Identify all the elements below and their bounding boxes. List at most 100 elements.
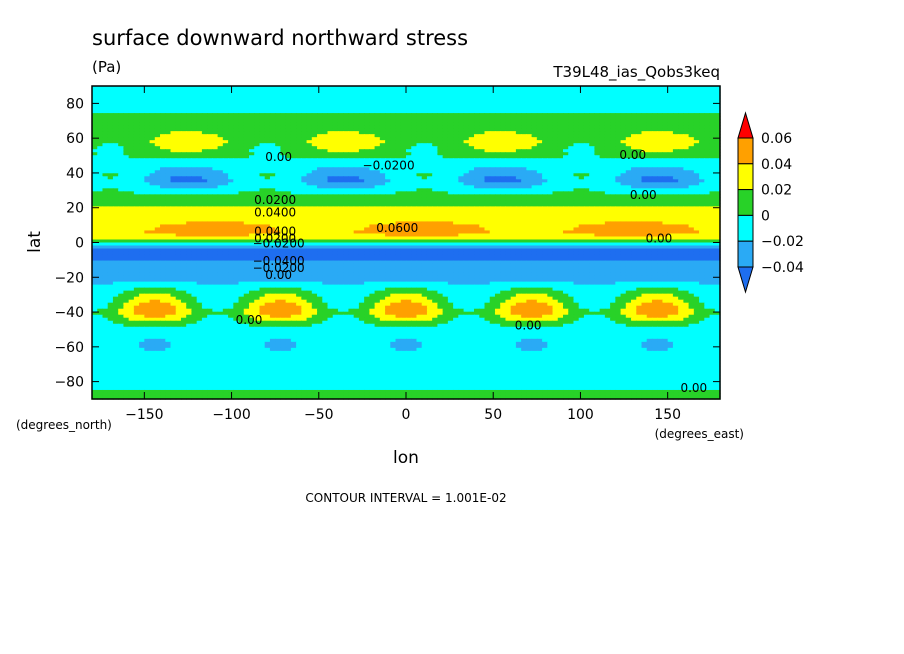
field-cell xyxy=(568,158,575,162)
field-cell xyxy=(573,191,580,195)
field-cell xyxy=(625,170,632,174)
field-cell xyxy=(620,200,627,204)
field-cell xyxy=(416,173,423,177)
field-cell xyxy=(154,152,161,156)
field-cell xyxy=(374,203,381,207)
field-cell xyxy=(207,134,213,138)
field-cell xyxy=(133,89,140,93)
field-cell xyxy=(238,173,245,177)
field-cell xyxy=(379,125,386,129)
field-cell xyxy=(526,194,533,198)
field-cell xyxy=(641,206,648,210)
field-cell xyxy=(693,113,700,117)
field-cell xyxy=(374,155,381,159)
field-cell xyxy=(207,110,213,114)
field-cell xyxy=(369,158,376,162)
field-cell xyxy=(118,119,124,123)
field-cell xyxy=(201,164,208,168)
field-cell xyxy=(385,107,391,111)
field-cell xyxy=(479,110,486,114)
field-cell xyxy=(589,101,595,105)
field-cell xyxy=(714,155,721,159)
field-cell xyxy=(699,155,705,159)
field-cell xyxy=(578,194,585,198)
field-cell xyxy=(144,86,151,90)
field-cell xyxy=(589,167,595,171)
field-cell xyxy=(107,200,114,204)
field-cell xyxy=(411,113,418,117)
field-cell xyxy=(468,197,475,201)
field-cell xyxy=(128,134,135,138)
field-cell xyxy=(625,197,632,201)
field-cell xyxy=(421,173,428,177)
field-cell xyxy=(505,116,512,120)
field-cell xyxy=(212,104,219,108)
field-cell xyxy=(505,194,512,198)
field-cell xyxy=(447,161,454,165)
field-cell xyxy=(107,182,114,186)
field-cell xyxy=(165,206,172,210)
field-cell xyxy=(306,188,313,192)
field-cell xyxy=(662,152,669,156)
field-cell xyxy=(139,155,145,159)
field-cell xyxy=(437,125,444,129)
field-cell xyxy=(657,89,664,93)
field-cell xyxy=(662,89,669,93)
field-cell xyxy=(547,107,554,111)
field-cell xyxy=(92,140,98,144)
field-cell xyxy=(165,176,172,180)
field-cell xyxy=(442,191,449,195)
field-cell xyxy=(531,191,538,195)
field-cell xyxy=(557,173,564,177)
field-cell xyxy=(714,116,721,120)
field-cell xyxy=(332,101,339,105)
field-cell xyxy=(688,110,695,114)
field-cell xyxy=(254,125,261,129)
field-cell xyxy=(610,176,616,180)
field-cell xyxy=(238,122,245,126)
field-cell xyxy=(364,200,370,204)
field-cell xyxy=(233,140,240,144)
field-cell xyxy=(259,140,266,144)
field-cell xyxy=(699,194,705,198)
field-cell xyxy=(112,92,119,96)
field-cell xyxy=(118,146,124,150)
field-cell xyxy=(442,140,449,144)
field-cell xyxy=(625,161,632,165)
field-cell xyxy=(149,158,156,162)
field-cell xyxy=(337,101,344,105)
field-cell xyxy=(358,173,365,177)
field-cell xyxy=(217,95,224,99)
field-cell xyxy=(400,191,407,195)
field-cell xyxy=(578,101,585,105)
field-cell xyxy=(484,161,491,165)
field-cell xyxy=(196,191,203,195)
field-cell xyxy=(500,164,507,168)
field-cell xyxy=(620,86,627,90)
field-cell xyxy=(636,164,643,168)
field-cell xyxy=(139,209,145,213)
field-cell xyxy=(107,125,114,129)
field-cell xyxy=(604,131,611,135)
field-cell xyxy=(337,182,344,186)
field-cell xyxy=(437,176,444,180)
field-cell xyxy=(180,146,187,150)
field-cell xyxy=(693,110,700,114)
field-cell xyxy=(416,98,423,102)
field-cell xyxy=(489,155,496,159)
field-cell xyxy=(494,200,501,204)
field-cell xyxy=(196,164,203,168)
field-cell xyxy=(343,137,350,141)
field-cell xyxy=(186,104,193,108)
field-cell xyxy=(568,197,575,201)
field-cell xyxy=(678,155,684,159)
field-cell xyxy=(348,89,355,93)
field-cell xyxy=(426,200,433,204)
field-cell xyxy=(651,188,658,192)
field-cell xyxy=(259,146,266,150)
field-cell xyxy=(474,158,480,162)
field-cell xyxy=(348,206,355,210)
field-cell xyxy=(249,185,255,189)
field-cell xyxy=(285,185,292,189)
field-cell xyxy=(531,158,538,162)
